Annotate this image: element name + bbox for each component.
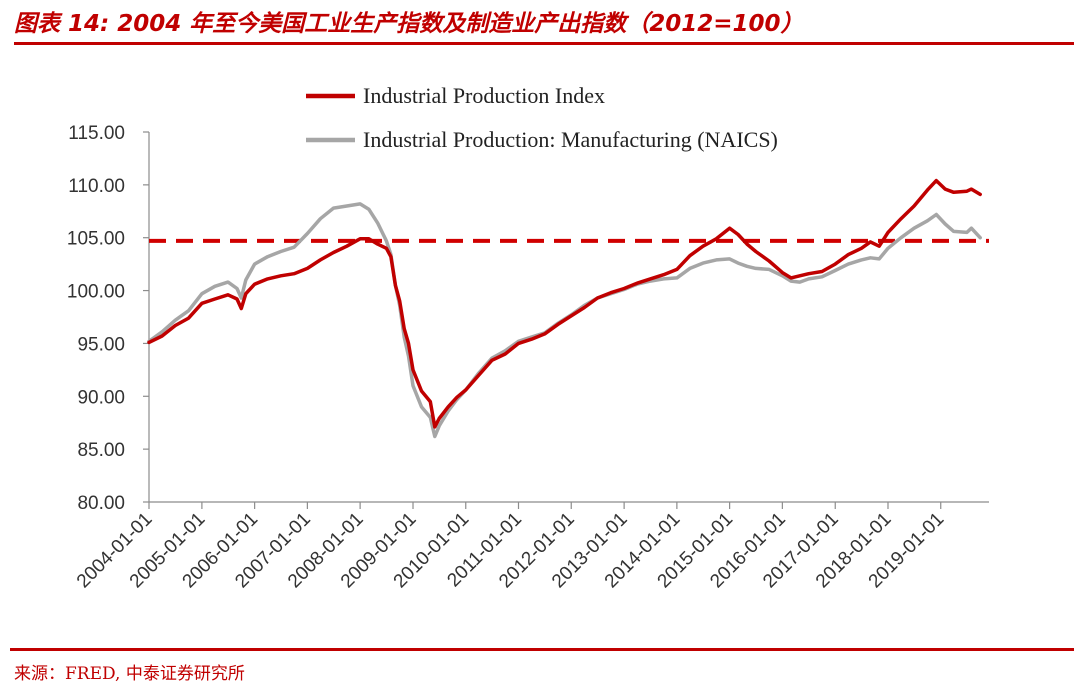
y-axis: 115.00 110.00 105.00 100.00 95.00 90.00 85.00 8… xyxy=(67,123,150,514)
figure-title: 图表 14: 2004 年至今美国工业生产指数及制造业产出指数（2012=100… xyxy=(14,6,1074,45)
legend: Industrial Production Index Industrial Pr… xyxy=(306,83,778,152)
legend-label: Industrial Production Index xyxy=(363,83,605,108)
y-tick-label: 100.00 xyxy=(67,282,125,303)
y-tick-label: 95.00 xyxy=(77,334,125,355)
y-tick-label: 110.00 xyxy=(68,176,125,197)
y-tick-label: 105.00 xyxy=(67,229,125,250)
y-tick-label: 90.00 xyxy=(77,387,125,408)
bottom-rule xyxy=(10,648,1074,651)
series-line-industrial-production xyxy=(147,178,982,429)
x-axis: 2004-01-012005-01-012006-01-012007-01-01… xyxy=(73,501,989,592)
figure-source: 来源：FRED, 中泰证券研究所 xyxy=(14,664,245,684)
y-tick-label: 85.00 xyxy=(77,440,125,461)
legend-label: Industrial Production: Manufacturing (NA… xyxy=(363,127,778,152)
y-tick-label: 115.00 xyxy=(68,123,125,144)
series-layer xyxy=(147,178,982,439)
y-tick-label: 80.00 xyxy=(77,493,125,514)
series-line-manufacturing xyxy=(147,202,982,439)
